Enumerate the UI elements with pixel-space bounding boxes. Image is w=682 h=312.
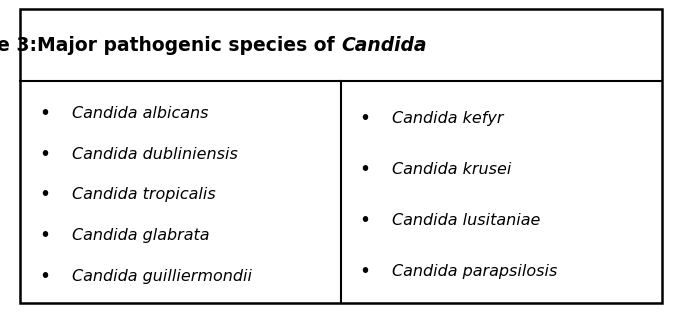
Text: •: • [359, 211, 370, 230]
Text: •: • [39, 267, 50, 285]
Text: •: • [359, 261, 370, 280]
Text: Candida lusitaniae: Candida lusitaniae [392, 213, 541, 228]
Text: Candida parapsilosis: Candida parapsilosis [392, 264, 557, 279]
Text: Candida dubliniensis: Candida dubliniensis [72, 147, 237, 162]
Text: •: • [39, 186, 50, 204]
Text: •: • [39, 226, 50, 245]
Text: •: • [359, 160, 370, 179]
Text: •: • [359, 110, 370, 129]
Text: •: • [39, 105, 50, 123]
Text: Candida tropicalis: Candida tropicalis [72, 188, 216, 202]
Text: Candida: Candida [341, 36, 426, 55]
Text: Table 3:Major pathogenic species of: Table 3:Major pathogenic species of [0, 36, 341, 55]
Text: •: • [39, 145, 50, 164]
Text: Candida krusei: Candida krusei [392, 162, 512, 177]
Text: Candida glabrata: Candida glabrata [72, 228, 209, 243]
Text: Candida kefyr: Candida kefyr [392, 111, 503, 126]
Text: Candida albicans: Candida albicans [72, 106, 208, 121]
Text: Candida guilliermondii: Candida guilliermondii [72, 269, 252, 284]
